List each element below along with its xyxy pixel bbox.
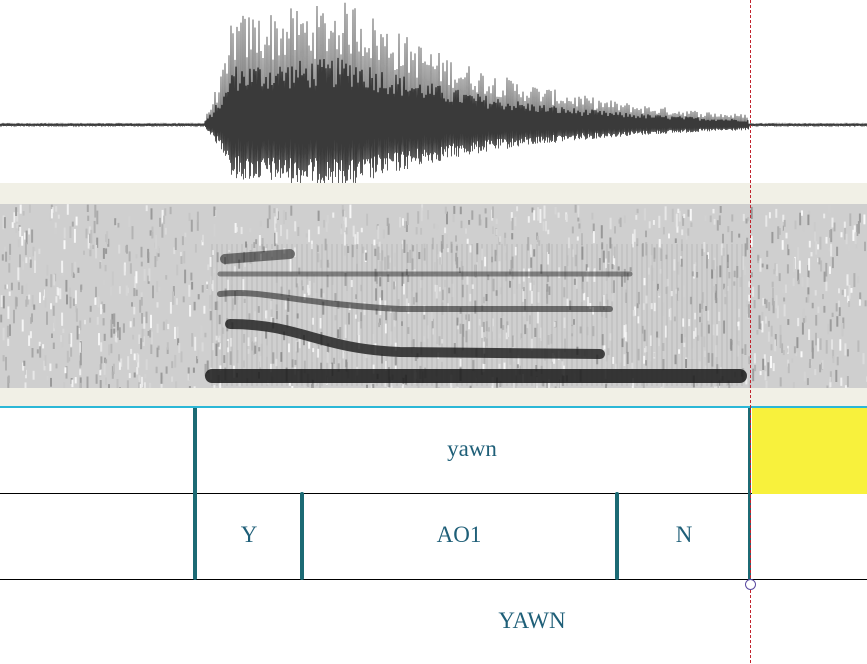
annotation-tiers[interactable]: yawn Y AO1 N YAWN [0,406,867,664]
interval-boundary-ao1-n[interactable] [615,492,619,580]
interval-boundary-start[interactable] [193,406,197,580]
tier-top-line [0,406,867,408]
phone-interval-label-y[interactable]: Y [240,522,258,547]
interval-boundary-y-ao1[interactable] [300,492,304,580]
word-interval-label[interactable]: yawn [447,436,497,461]
waveform-spectrogram-divider [0,183,867,204]
tier-separator [0,579,867,580]
phone-interval-label-n[interactable]: N [675,522,693,547]
spectrogram-tier-divider [0,388,867,406]
waveform-panel[interactable] [0,0,867,183]
tier-separator [0,493,867,494]
phone-interval-label-ao1[interactable]: AO1 [436,522,482,547]
playback-cursor[interactable] [750,0,751,664]
selection-highlight[interactable] [752,406,867,494]
orthography-interval-label[interactable]: YAWN [498,608,566,633]
spectrogram-panel[interactable] [0,204,867,388]
cursor-handle[interactable] [745,579,756,590]
interval-boundary-end[interactable] [748,406,751,580]
